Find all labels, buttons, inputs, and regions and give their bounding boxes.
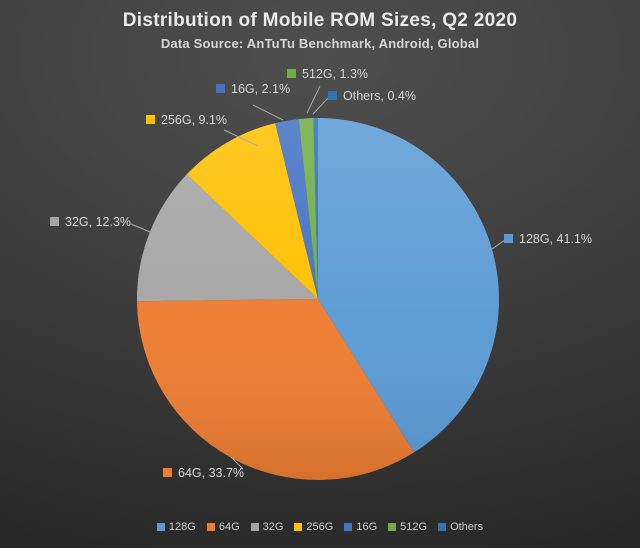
leader-line-128g bbox=[491, 239, 506, 250]
label-marker-64g bbox=[163, 468, 172, 477]
legend-label: 64G bbox=[218, 521, 240, 533]
pie-sheen-overlay bbox=[137, 118, 499, 480]
legend-marker-16g bbox=[344, 523, 353, 531]
legend-label: Others bbox=[450, 521, 484, 533]
leader-line-256g bbox=[223, 129, 259, 147]
leader-line-64g bbox=[230, 456, 244, 470]
leader-line-16g bbox=[252, 104, 284, 121]
legend-label: 512G bbox=[400, 521, 428, 533]
legend-item-128g: 128G bbox=[156, 521, 196, 533]
data-label-16g: 16G, 2.1% bbox=[216, 81, 290, 96]
label-marker-512g bbox=[287, 69, 296, 78]
legend-marker-64g bbox=[206, 523, 215, 531]
label-text: Others, 0.4% bbox=[343, 88, 416, 103]
legend-marker-others bbox=[438, 523, 447, 531]
legend-label: 256G bbox=[306, 521, 334, 533]
data-label-64g: 64G, 33.7% bbox=[163, 465, 244, 480]
legend: 128G 64G 32G 256G 16G 512G Others bbox=[0, 521, 640, 533]
label-marker-128g bbox=[504, 234, 513, 243]
data-label-256g: 256G, 9.1% bbox=[146, 112, 227, 127]
label-marker-others bbox=[328, 91, 337, 100]
label-marker-32g bbox=[50, 217, 59, 226]
legend-item-32g: 32G bbox=[250, 521, 284, 533]
legend-item-16g: 16G bbox=[344, 521, 377, 533]
label-text: 64G, 33.7% bbox=[178, 465, 245, 480]
data-label-others: Others, 0.4% bbox=[328, 88, 416, 103]
legend-marker-32g bbox=[250, 523, 259, 531]
legend-label: 128G bbox=[168, 521, 196, 533]
label-marker-16g bbox=[216, 84, 225, 93]
leader-line-512g bbox=[306, 85, 321, 114]
label-text: 32G, 12.3% bbox=[65, 214, 132, 229]
label-text: 16G, 2.1% bbox=[231, 81, 291, 96]
data-label-32g: 32G, 12.3% bbox=[50, 214, 131, 229]
legend-label: 16G bbox=[356, 521, 378, 533]
legend-item-256g: 256G bbox=[294, 521, 333, 533]
legend-marker-512g bbox=[388, 523, 397, 531]
legend-item-512g: 512G bbox=[388, 521, 427, 533]
legend-item-others: Others bbox=[438, 521, 483, 533]
legend-item-64g: 64G bbox=[206, 521, 240, 533]
leader-line-others bbox=[312, 97, 329, 115]
leader-line-32g bbox=[130, 223, 151, 233]
label-text: 256G, 9.1% bbox=[161, 112, 228, 127]
legend-marker-256g bbox=[294, 523, 303, 531]
legend-marker-128g bbox=[156, 523, 165, 531]
label-marker-256g bbox=[146, 115, 155, 124]
chart-title: Distribution of Mobile ROM Sizes, Q2 202… bbox=[122, 10, 518, 31]
chart-subtitle: Data Source: AnTuTu Benchmark, Android, … bbox=[160, 36, 480, 51]
label-text: 512G, 1.3% bbox=[302, 66, 369, 81]
data-label-512g: 512G, 1.3% bbox=[287, 66, 368, 81]
legend-label: 32G bbox=[262, 521, 284, 533]
data-label-128g: 128G, 41.1% bbox=[504, 231, 592, 246]
label-text: 128G, 41.1% bbox=[519, 231, 592, 246]
